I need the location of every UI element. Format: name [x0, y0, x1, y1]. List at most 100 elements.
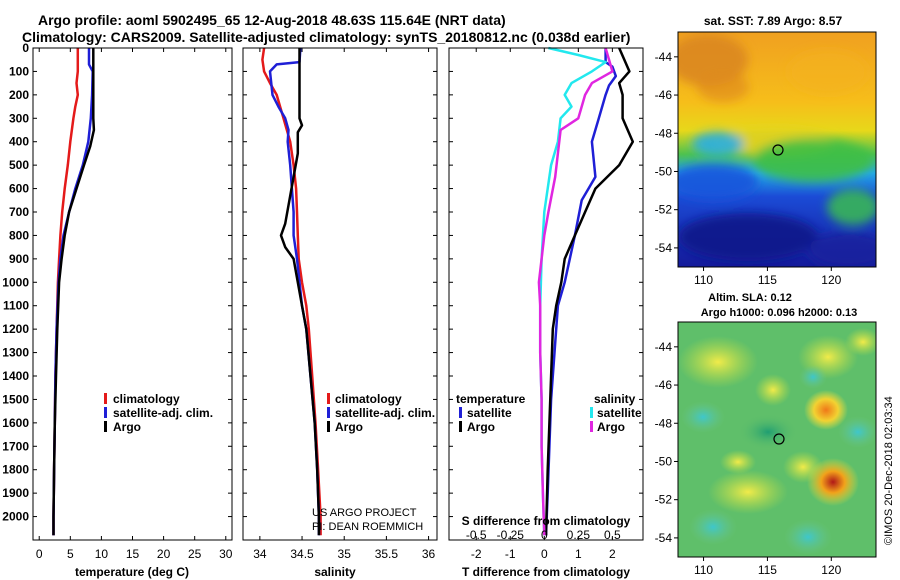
sla-lat-tick-label: -52	[655, 493, 673, 507]
difference-profile-panel: -2 -1 0 1 2 -0.5 -0.25 0 0.25 0.5 temperature sa…	[448, 46, 644, 579]
sst-lon-tick-label: 120	[821, 273, 841, 287]
sla-lon-tick-label: 115	[758, 563, 777, 577]
legend-swatch-climatology	[104, 393, 107, 404]
depth-tick-label: 1400	[2, 369, 29, 383]
credit-text: US ARGO PROJECT	[312, 507, 417, 519]
depth-tick-label: 500	[9, 158, 29, 172]
figure-title-line2: Climatology: CARS2009. Satellite-adjuste…	[22, 29, 630, 45]
difference-xtick-label: -1	[505, 547, 516, 561]
depth-tick-label: 400	[9, 135, 29, 149]
sst-lat-tick-label: -54	[655, 241, 673, 255]
depth-tick-label: 600	[9, 182, 29, 196]
salinity-difference-tick-label: -0.5	[466, 528, 487, 542]
legend-label-s-satellite: satellite	[597, 406, 642, 420]
depth-tick-label: 1200	[2, 322, 29, 336]
salinity-x-ticks: 34 34.5 35 35.5 36	[253, 48, 436, 561]
salinity-series	[261, 47, 322, 536]
sla-map-lat-ticks: -44 -46 -48 -50 -52 -54	[655, 340, 678, 545]
salinity-difference-ticks: -0.5 -0.25 0 0.25 0.5	[466, 528, 621, 542]
temperature-xtick-label: 10	[95, 547, 109, 561]
legend-swatch-t-satellite	[459, 407, 462, 418]
temperature-profile-panel: 0 5 10 15 20 25 30 0 100 200 300 400 500 600 700 800 90…	[2, 41, 232, 579]
salinity-xtick-label: 36	[422, 547, 436, 561]
difference-legend: temperature satellite Argo salinity sate…	[456, 392, 642, 434]
temperature-xtick-label: 0	[36, 547, 43, 561]
legend-swatch-climatology	[327, 393, 330, 404]
sla-map-frame	[677, 321, 877, 558]
sla-map-subtitle: Argo h1000: 0.096 h2000: 0.13	[701, 307, 858, 319]
legend-swatch-satellite	[327, 407, 330, 418]
legend-label-t-argo: Argo	[467, 420, 495, 434]
salinity-legend: climatology satellite-adj. clim. Argo	[327, 392, 435, 434]
legend-title-temperature: temperature	[456, 392, 526, 406]
salinity-difference-tick-label: 0.5	[604, 528, 621, 542]
sst-map-image	[678, 32, 876, 267]
sst-lon-tick-label: 110	[694, 273, 713, 287]
salinity-xtick-label: 35.5	[375, 547, 399, 561]
depth-tick-label: 700	[9, 205, 29, 219]
t-difference-axis-label: T difference from climatology	[462, 565, 630, 579]
depth-tick-label: 1900	[2, 486, 29, 500]
temperature-depth-ticks	[33, 47, 232, 518]
depth-tick-label: 2000	[2, 510, 29, 524]
salinity-difference-tick-label: 0.25	[567, 528, 591, 542]
depth-tick-label: 200	[9, 88, 29, 102]
sst-map-title: sat. SST: 7.89 Argo: 8.57	[704, 14, 843, 28]
difference-series-temperature-argo	[544, 47, 635, 536]
pi-text: PI: DEAN ROEMMICH	[312, 521, 423, 533]
depth-axis-ticks: 0 100 200 300 400 500 600 700 800 900 1000 1100 1200…	[2, 41, 29, 524]
sst-map-lon-ticks: 110 115 120	[694, 267, 842, 287]
sla-map-image	[678, 322, 876, 557]
sla-argo-location-marker	[773, 433, 785, 445]
sst-map-panel: sat. SST: 7.89 Argo: 8.57 110 115 120 -44-…	[655, 14, 877, 287]
sla-map-lon-ticks: 110 115 120	[694, 557, 842, 577]
difference-series-salinity-argo	[537, 47, 614, 536]
legend-swatch-s-argo	[590, 421, 593, 432]
difference-xtick-label: 1	[575, 547, 582, 561]
sla-lon-tick-label: 110	[694, 563, 713, 577]
depth-tick-label: 1000	[2, 275, 29, 289]
legend-label-s-argo: Argo	[597, 420, 625, 434]
difference-axes-frame	[448, 47, 644, 541]
depth-tick-label: 1300	[2, 346, 29, 360]
temperature-legend: climatology satellite-adj. clim. Argo	[104, 392, 213, 434]
depth-tick-label: 100	[9, 64, 29, 78]
legend-label-t-satellite: satellite	[467, 406, 512, 420]
legend-title-salinity: salinity	[594, 392, 636, 406]
sla-lat-tick-label: -50	[655, 454, 673, 468]
legend-swatch-argo	[104, 421, 107, 432]
legend-swatch-s-satellite	[590, 407, 593, 418]
sst-lat-tick-label: -46	[655, 88, 673, 102]
temperature-xtick-label: 30	[219, 547, 233, 561]
salinity-axis-label: salinity	[314, 565, 356, 579]
salinity-axes-frame	[242, 47, 438, 541]
legend-label-climatology: climatology	[335, 392, 402, 406]
salinity-xtick-label: 35	[338, 547, 352, 561]
salinity-difference-tick-label: -0.25	[497, 528, 525, 542]
sst-argo-location-marker	[772, 144, 784, 156]
depth-tick-label: 1800	[2, 463, 29, 477]
sst-map-frame	[677, 31, 877, 268]
sla-lat-tick-label: -44	[655, 340, 673, 354]
legend-swatch-satellite	[104, 407, 107, 418]
sla-lon-tick-label: 120	[821, 563, 841, 577]
temperature-x-ticks: 0 5 10 15 20 25 30	[36, 48, 233, 561]
difference-xtick-label: -2	[471, 547, 482, 561]
sla-lat-tick-label: -48	[655, 416, 673, 430]
depth-tick-label: 900	[9, 252, 29, 266]
sla-map-panel: Altim. SLA: 0.12 Argo h1000: 0.096 h2000…	[655, 292, 895, 577]
sla-lat-tick-label: -54	[655, 531, 673, 545]
temperature-axis-label: temperature (deg C)	[75, 565, 189, 579]
temperature-xtick-label: 25	[188, 547, 202, 561]
salinity-difference-tick-label: 0	[541, 528, 548, 542]
depth-tick-label: 1600	[2, 416, 29, 430]
salinity-xtick-label: 34.5	[290, 547, 314, 561]
sla-lat-tick-label: -46	[655, 378, 673, 392]
legend-label-satellite: satellite-adj. clim.	[335, 406, 435, 420]
depth-tick-label: 1500	[2, 392, 29, 406]
legend-label-climatology: climatology	[113, 392, 180, 406]
copyright-text: ©IMOS 20-Dec-2018 02:03:34	[883, 396, 895, 545]
depth-tick-label: 1100	[3, 299, 29, 313]
temperature-series-argo	[52, 48, 96, 536]
sst-lat-tick-label: -52	[655, 203, 673, 217]
